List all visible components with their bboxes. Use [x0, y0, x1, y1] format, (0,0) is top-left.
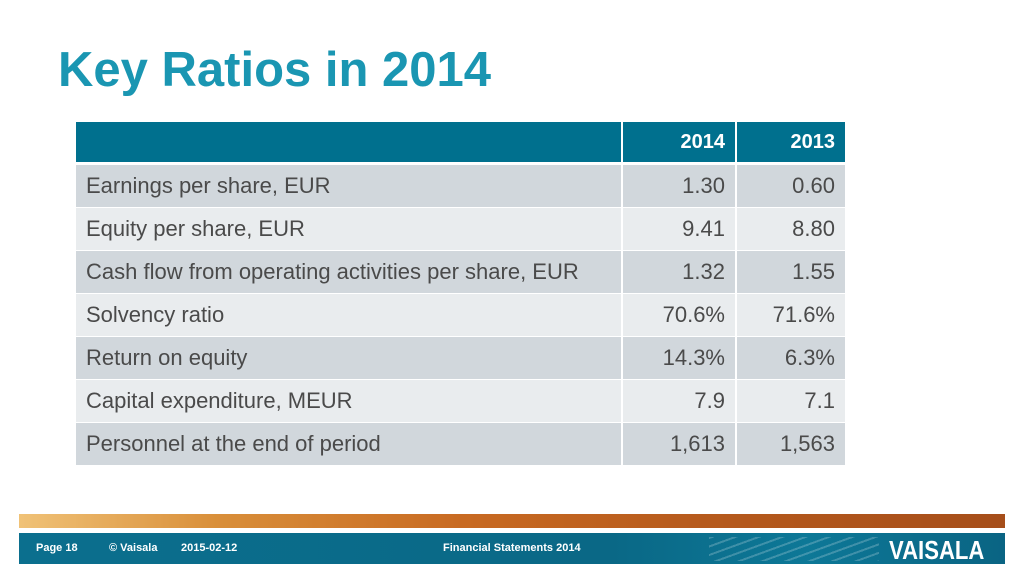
footer-bar: Page 18 © Vaisala 2015-02-12 Financial S…: [19, 533, 1005, 565]
value-2014: 9.41: [622, 207, 737, 251]
footer-accent-stripe: [19, 514, 1005, 528]
vaisala-logo: VAISALA: [889, 535, 985, 565]
row-label: Equity per share, EUR: [76, 207, 623, 251]
page-title: Key Ratios in 2014: [58, 43, 492, 97]
header-2014: 2014: [622, 122, 737, 165]
table-row: Equity per share, EUR 9.41 8.80: [76, 207, 845, 251]
value-2014: 1.32: [622, 250, 737, 294]
page-number: Page 18: [36, 542, 78, 554]
row-label: Cash flow from operating activities per …: [76, 250, 623, 294]
value-2013: 6.3%: [736, 336, 845, 380]
table-row: Solvency ratio 70.6% 71.6%: [76, 293, 845, 337]
row-label: Earnings per share, EUR: [76, 163, 623, 208]
value-2013: 1,563: [736, 422, 845, 466]
table-row: Return on equity 14.3% 6.3%: [76, 336, 845, 380]
table-row: Cash flow from operating activities per …: [76, 250, 845, 294]
footer-date: 2015-02-12: [181, 542, 238, 554]
copyright: © Vaisala: [109, 542, 158, 554]
value-2013: 7.1: [736, 379, 845, 423]
row-label: Solvency ratio: [76, 293, 623, 337]
table-row: Personnel at the end of period 1,613 1,5…: [76, 422, 845, 466]
value-2013: 71.6%: [736, 293, 845, 337]
row-label: Personnel at the end of period: [76, 422, 623, 466]
header-label: [76, 122, 623, 165]
table-header-row: 2014 2013: [76, 122, 845, 165]
key-ratios-table: 2014 2013 Earnings per share, EUR 1.30 0…: [76, 122, 845, 466]
table-row: Capital expenditure, MEUR 7.9 7.1: [76, 379, 845, 423]
value-2014: 1,613: [622, 422, 737, 466]
row-label: Capital expenditure, MEUR: [76, 379, 623, 423]
value-2013: 8.80: [736, 207, 845, 251]
wave-pattern-decoration: [709, 537, 879, 561]
row-label: Return on equity: [76, 336, 623, 380]
value-2014: 1.30: [622, 163, 737, 208]
document-title: Financial Statements 2014: [443, 542, 581, 554]
value-2014: 70.6%: [622, 293, 737, 337]
value-2013: 1.55: [736, 250, 845, 294]
table-row: Earnings per share, EUR 1.30 0.60: [76, 163, 845, 208]
header-2013: 2013: [736, 122, 845, 165]
value-2014: 7.9: [622, 379, 737, 423]
value-2013: 0.60: [736, 163, 845, 208]
value-2014: 14.3%: [622, 336, 737, 380]
